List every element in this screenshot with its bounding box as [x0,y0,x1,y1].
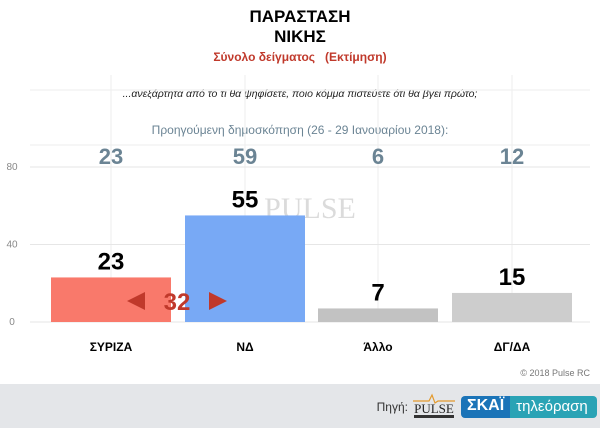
skai-tv-text: τηλεόραση [510,396,597,418]
data-label: 55 [232,186,259,213]
x-tick-label: ΔΓ/ΔΑ [494,340,531,354]
skai-logo: ΣΚΑΪ τηλεόραση [461,396,597,418]
data-label: 23 [98,248,125,275]
y-tick-label: 0 [9,317,15,328]
chart-subtitle: Σύνολο δείγματος (Εκτίμηση) [213,50,386,64]
copyright: © 2018 Pulse RC [520,368,590,378]
data-label: 7 [371,279,384,306]
chart-title-line-1: ΠΑΡΑΣΤΑΣΗ [250,7,351,26]
y-tick-label: 80 [6,162,18,173]
x-tick-label: ΣΥΡΙΖΑ [90,340,133,354]
svg-text:PULSE: PULSE [414,401,454,416]
x-tick-label: ΝΔ [236,340,254,354]
skai-logo-text: ΣΚΑΪ [461,396,511,418]
previous-poll-label: Προηγούμενη δημοσκόπηση (26 - 29 Ιανουαρ… [152,123,449,137]
gap-annotation: 32 [164,289,191,316]
question-text: ...ανεξάρτητα από το τι θα ψηφίσετε, ποι… [123,88,478,100]
bar-2 [318,308,438,322]
bar-3 [452,292,572,322]
previous-value: 6 [372,144,384,169]
bar-1 [185,215,305,322]
arrow-right-icon [209,292,227,310]
pulse-logo: PULSE [413,393,455,418]
y-tick-label: 40 [6,240,18,251]
previous-value: 12 [500,144,524,169]
previous-value: 23 [99,144,123,169]
data-label: 15 [499,264,526,291]
source-label: Πηγή: [376,400,408,414]
x-tick-label: Άλλο [363,340,392,354]
chart-title-line-2: ΝΙΚΗΣ [274,27,326,46]
previous-value: 59 [233,144,257,169]
bar-0 [51,277,171,322]
arrow-left-icon [127,292,145,310]
